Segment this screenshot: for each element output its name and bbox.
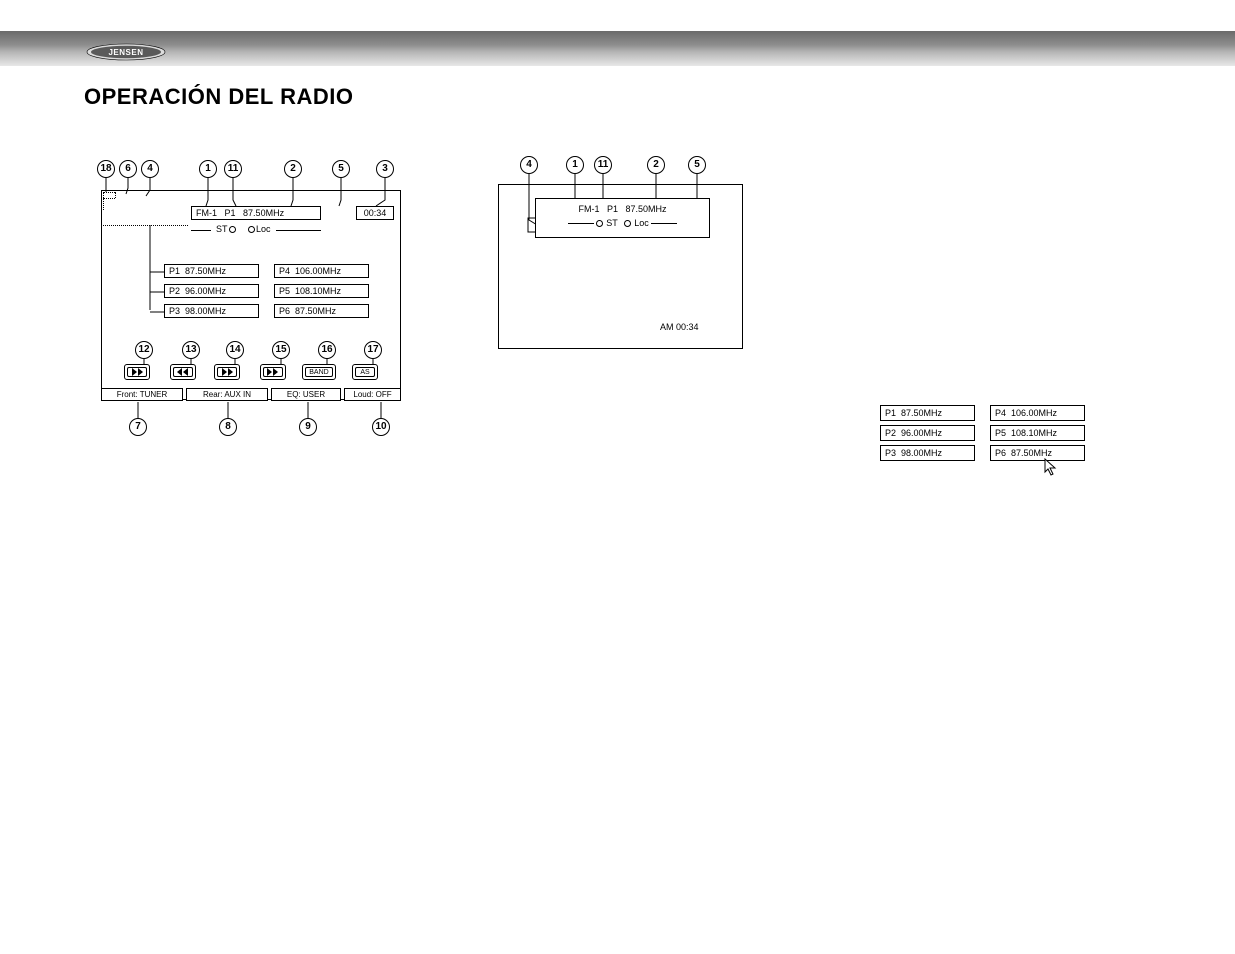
callout-6: 6 bbox=[119, 160, 137, 178]
callout2-2: 2 bbox=[647, 156, 665, 174]
as-button[interactable]: AS bbox=[352, 364, 378, 380]
callout-5: 5 bbox=[332, 160, 350, 178]
status-rear: Rear: AUX IN bbox=[186, 388, 268, 401]
callout-7: 7 bbox=[129, 418, 147, 436]
diagram-secondary: 411125 FM-1 P1 87.50MHz ST Loc AM 00:34 bbox=[490, 150, 750, 360]
callout2-1: 1 bbox=[566, 156, 584, 174]
callout-14: 14 bbox=[226, 341, 244, 359]
preset-right-P5[interactable]: P5 108.10MHz bbox=[990, 425, 1085, 441]
fast-forward-icon bbox=[266, 368, 280, 376]
callout2-5: 5 bbox=[688, 156, 706, 174]
preset-right-P3[interactable]: P3 98.00MHz bbox=[880, 445, 975, 461]
fast-forward-button[interactable] bbox=[260, 364, 286, 380]
band-button[interactable]: BAND bbox=[302, 364, 336, 380]
top-whitespace bbox=[0, 0, 1235, 31]
band-label: FM-1 bbox=[196, 208, 217, 218]
brand-text: JENSEN bbox=[108, 48, 143, 57]
rewind-button[interactable] bbox=[214, 364, 240, 380]
page-title: OPERACIÓN DEL RADIO bbox=[84, 84, 1235, 110]
preset-P4[interactable]: P4 106.00MHz bbox=[274, 264, 369, 278]
callout-11: 11 bbox=[224, 160, 242, 178]
status-front: Front: TUNER bbox=[101, 388, 183, 401]
diagram-main: 1864111253 FM-1 P1 87.50MHz 00:34 ST Loc… bbox=[86, 150, 411, 450]
skip-prev-icon bbox=[130, 368, 144, 376]
time-box: 00:34 bbox=[356, 206, 394, 220]
callout-13: 13 bbox=[182, 341, 200, 359]
rewind-icon bbox=[220, 368, 234, 376]
callout-17: 17 bbox=[364, 341, 382, 359]
preset-P3[interactable]: P3 98.00MHz bbox=[164, 304, 259, 318]
callout2-4: 4 bbox=[520, 156, 538, 174]
main-display-box: FM-1 P1 87.50MHz bbox=[191, 206, 321, 220]
preset-column-2: P4 106.00MHz P5 108.10MHz P6 87.50MHz bbox=[990, 405, 1085, 465]
cursor-icon bbox=[1042, 458, 1060, 478]
callout-1: 1 bbox=[199, 160, 217, 178]
callout-12: 12 bbox=[135, 341, 153, 359]
secondary-time: AM 00:34 bbox=[660, 322, 699, 332]
preset-right-P2[interactable]: P2 96.00MHz bbox=[880, 425, 975, 441]
preset-label: P1 bbox=[225, 208, 236, 218]
preset-P2[interactable]: P2 96.00MHz bbox=[164, 284, 259, 298]
preset-right-P1[interactable]: P1 87.50MHz bbox=[880, 405, 975, 421]
status-eq: EQ: USER bbox=[271, 388, 341, 401]
preset-P6[interactable]: P6 87.50MHz bbox=[274, 304, 369, 318]
preset-P1[interactable]: P1 87.50MHz bbox=[164, 264, 259, 278]
skip-next-icon bbox=[176, 368, 190, 376]
loc-indicator: Loc bbox=[248, 224, 271, 234]
callout-9: 9 bbox=[299, 418, 317, 436]
callout-10: 10 bbox=[372, 418, 390, 436]
status-loud: Loud: OFF bbox=[344, 388, 401, 401]
freq-label: 87.50MHz bbox=[243, 208, 284, 218]
prev-track-button[interactable] bbox=[124, 364, 150, 380]
callout-15: 15 bbox=[272, 341, 290, 359]
callout-16: 16 bbox=[318, 341, 336, 359]
callout-18: 18 bbox=[97, 160, 115, 178]
callout-8: 8 bbox=[219, 418, 237, 436]
callout-3: 3 bbox=[376, 160, 394, 178]
callout-4: 4 bbox=[141, 160, 159, 178]
header-band: JENSEN bbox=[0, 31, 1235, 66]
callout-2: 2 bbox=[284, 160, 302, 178]
callout2-11: 11 bbox=[594, 156, 612, 174]
preset-right-P6[interactable]: P6 87.50MHz bbox=[990, 445, 1085, 461]
brand-logo: JENSEN bbox=[86, 43, 166, 61]
preset-column-1: P1 87.50MHz P2 96.00MHz P3 98.00MHz bbox=[880, 405, 975, 465]
preset-P5[interactable]: P5 108.10MHz bbox=[274, 284, 369, 298]
secondary-display: FM-1 P1 87.50MHz ST Loc bbox=[535, 198, 710, 238]
preset-right-P4[interactable]: P4 106.00MHz bbox=[990, 405, 1085, 421]
next-track-button[interactable] bbox=[170, 364, 196, 380]
st-indicator: ST bbox=[216, 224, 237, 234]
